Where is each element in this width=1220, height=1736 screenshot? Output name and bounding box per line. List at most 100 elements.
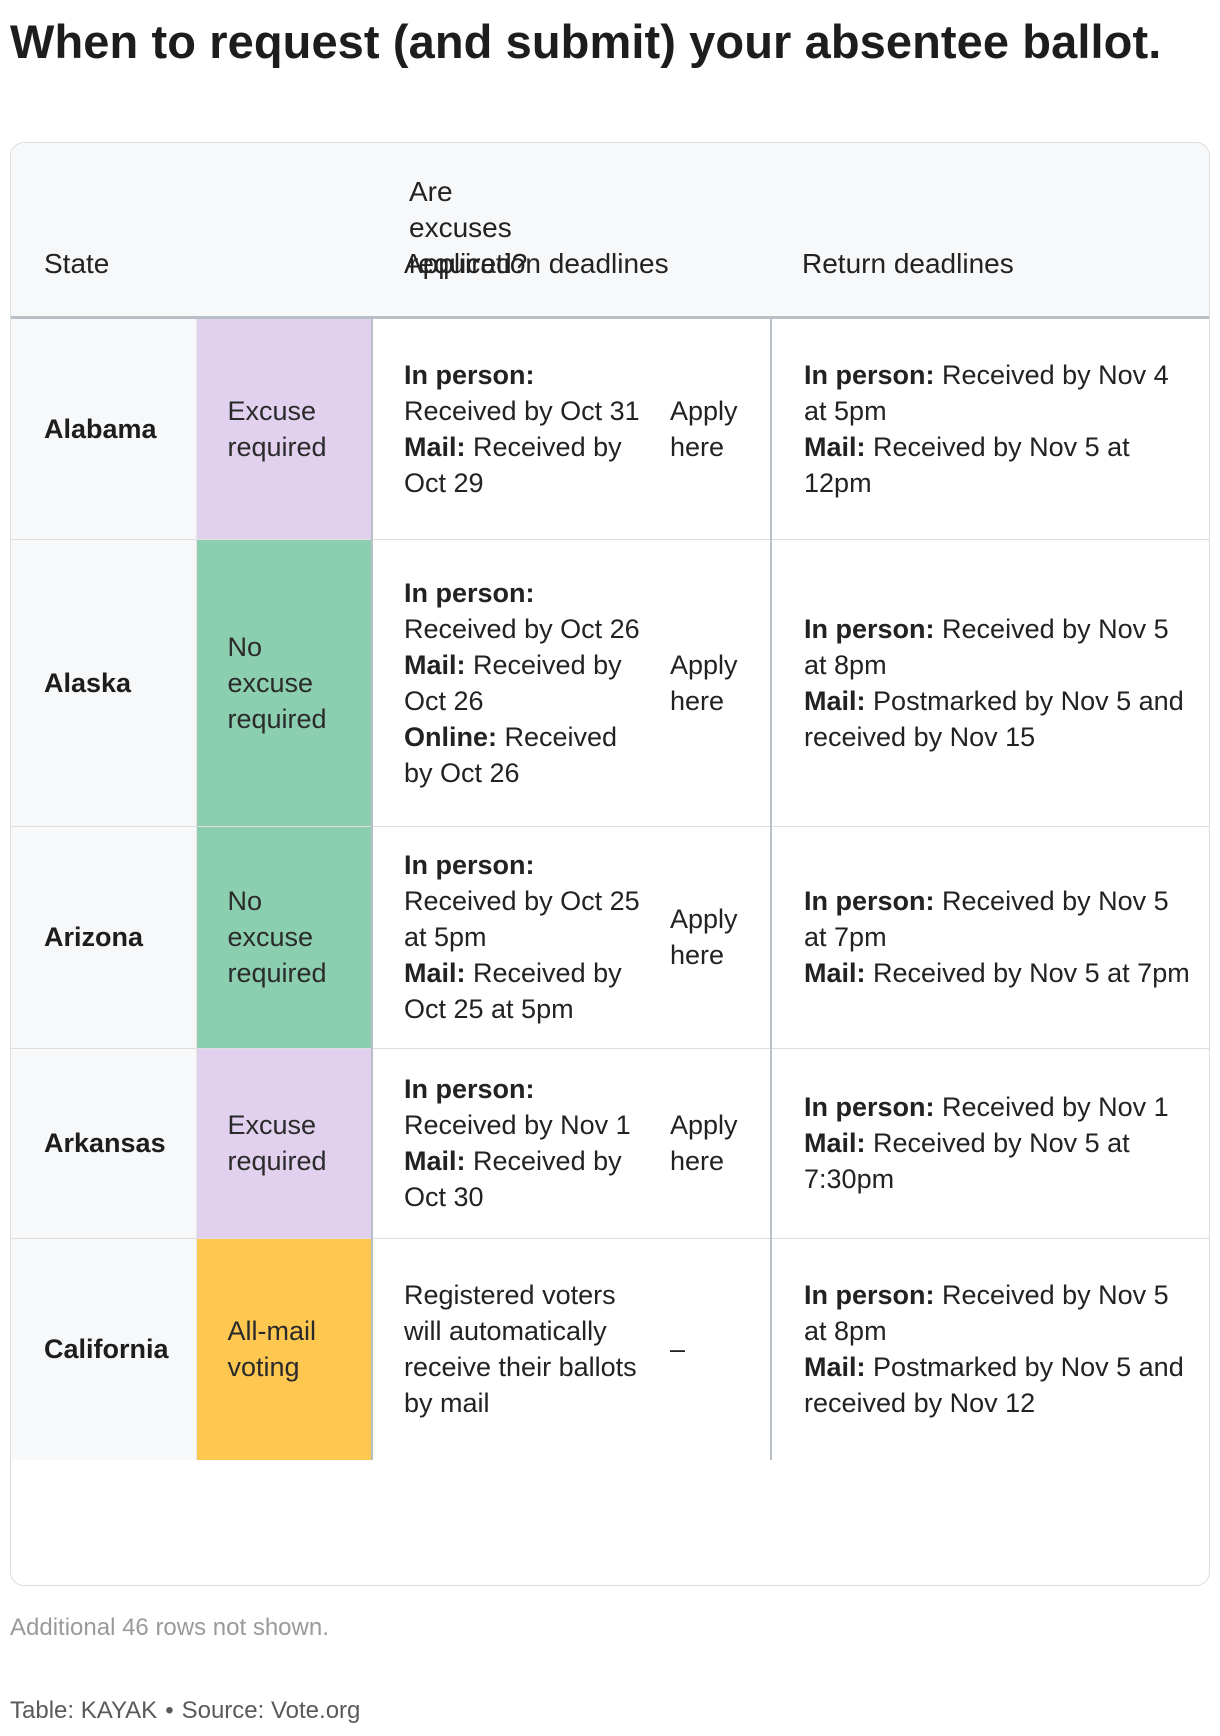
header-excuses-required: Are excuses required? [196, 143, 527, 319]
apply-link-label[interactable]: Apply here [670, 649, 738, 716]
cell-application-deadlines: In person: Received by Nov 1 Mail: Receiv… [371, 1048, 660, 1239]
deadline-text: Received by Oct 26 [404, 721, 618, 788]
table-row: Arkansas Excuse required In person: Receiv… [11, 1048, 1209, 1239]
apply-here-link[interactable]: Apply here [660, 826, 772, 1049]
deadline-method-label: In person: [404, 577, 535, 608]
return-deadline-entry: In person: Received by Nov 5 at 8pm [804, 611, 1191, 683]
deadline-text: Received by Nov 5 at 7pm [804, 886, 1169, 952]
deadline-text: Received by Oct 29 [404, 431, 622, 498]
deadline-text: Received by Nov 5 at 7:30pm [804, 1128, 1130, 1194]
excuse-status-label: Excuse required [227, 1110, 327, 1176]
header-state: State [11, 143, 196, 319]
deadline-text: Received by Oct 25 at 5pm [404, 958, 622, 1024]
application-deadline-entry: Registered voters will automatically rec… [404, 1277, 650, 1421]
deadline-text: Received by Oct 25 at 5pm [404, 886, 640, 952]
table-row: California All-mail voting Registered vote… [11, 1238, 1209, 1460]
deadline-text: Postmarked by Nov 5 and received by Nov … [804, 1352, 1184, 1419]
deadline-text: Received by Nov 5 at 12pm [804, 431, 1130, 498]
application-deadline-entry: In person: Received by Nov 1 [404, 1071, 650, 1143]
excuse-status-label: No excuse required [227, 886, 327, 988]
table-row: Arizona No excuse required In person: Rece… [11, 826, 1209, 1049]
cell-return-deadlines: In person: Received by Nov 4 at 5pm Mail:… [770, 317, 1209, 540]
cell-excuse-status: No excuse required [196, 826, 372, 1049]
deadline-method-label: In person: [804, 1092, 935, 1122]
cell-state: Alabama [11, 317, 197, 540]
deadline-text: Received by Nov 5 at 7pm [873, 958, 1190, 988]
deadline-method-label: In person: [404, 1074, 535, 1104]
apply-link-label: – [670, 1334, 686, 1365]
header-application-deadlines: Application deadlines [372, 143, 772, 319]
rows-not-shown-note: Additional 46 rows not shown. [10, 1614, 329, 1641]
return-deadline-entry: In person: Received by Nov 5 at 8pm [804, 1277, 1191, 1349]
cell-return-deadlines: In person: Received by Nov 5 at 7pm Mail:… [770, 826, 1209, 1049]
apply-link-label[interactable]: Apply here [670, 395, 738, 462]
deadline-text: Received by Oct 26 [404, 649, 622, 716]
no-application-link: – [660, 1238, 771, 1460]
return-deadline-entry: Mail: Received by Nov 5 at 7pm [804, 955, 1191, 991]
deadline-method-label: Mail: [804, 1128, 866, 1158]
return-deadline-entry: In person: Received by Nov 4 at 5pm [804, 357, 1191, 429]
cell-excuse-status: All-mail voting [196, 1238, 372, 1460]
deadline-text: Received by Nov 5 at 8pm [804, 613, 1169, 680]
cell-application-deadlines: In person: Received by Oct 31 Mail: Recei… [371, 317, 660, 540]
cell-state: Arizona [11, 826, 197, 1049]
deadline-method-label: In person: [804, 1280, 935, 1311]
application-deadline-entry: Mail: Received by Oct 26 [404, 647, 650, 719]
apply-here-link[interactable]: Apply here [660, 317, 772, 540]
application-deadline-entry: Online: Received by Oct 26 [404, 719, 650, 791]
cell-return-deadlines: In person: Received by Nov 5 at 8pm Mail:… [770, 539, 1209, 827]
deadline-text: Received by Nov 1 [942, 1092, 1169, 1122]
return-deadline-entry: In person: Received by Nov 5 at 7pm [804, 883, 1191, 955]
application-deadline-entry: Mail: Received by Oct 30 [404, 1143, 650, 1215]
deadline-text: Registered voters will automatically rec… [404, 1280, 637, 1419]
cell-application-deadlines: Registered voters will automatically rec… [371, 1238, 660, 1460]
table-row: Alaska No excuse required In person: Recei… [11, 539, 1209, 827]
deadline-method-label: Mail: [404, 958, 466, 988]
application-deadline-entry: Mail: Received by Oct 25 at 5pm [404, 955, 650, 1027]
apply-link-label[interactable]: Apply here [670, 904, 738, 970]
application-deadline-entry: In person: Received by Oct 26 [404, 575, 650, 647]
header-return-deadlines: Return deadlines [771, 143, 1209, 319]
deadline-text: Received by Nov 1 [404, 1110, 631, 1140]
cell-excuse-status: Excuse required [196, 1048, 372, 1239]
deadline-method-label: Mail: [404, 1146, 466, 1176]
page-title: When to request (and submit) your absent… [10, 15, 1162, 68]
deadline-text: Received by Nov 4 at 5pm [804, 359, 1169, 426]
apply-here-link[interactable]: Apply here [660, 1048, 772, 1239]
deadline-method-label: Mail: [804, 1352, 866, 1383]
apply-here-link[interactable]: Apply here [660, 539, 772, 827]
excuse-status-label: No excuse required [227, 631, 327, 734]
cell-return-deadlines: In person: Received by Nov 5 at 8pm Mail:… [770, 1238, 1209, 1460]
application-deadline-entry: In person: Received by Oct 25 at 5pm [404, 847, 650, 955]
cell-application-deadlines: In person: Received by Oct 26 Mail: Recei… [371, 539, 660, 827]
deadline-method-label: Mail: [804, 685, 866, 716]
application-deadline-entry: Mail: Received by Oct 29 [404, 429, 650, 501]
return-deadline-entry: Mail: Postmarked by Nov 5 and received b… [804, 683, 1191, 755]
table-body: Alabama Excuse required In person: Receive… [11, 317, 1209, 1460]
cell-excuse-status: No excuse required [196, 539, 372, 827]
deadline-text: Received by Oct 26 [404, 613, 640, 644]
excuse-status-label: All-mail voting [227, 1316, 317, 1383]
excuse-status-label: Excuse required [227, 395, 327, 462]
return-deadline-entry: In person: Received by Nov 1 [804, 1089, 1191, 1125]
deadline-text: Received by Nov 5 at 8pm [804, 1280, 1169, 1347]
application-deadline-entry: In person: Received by Oct 31 [404, 357, 650, 429]
deadline-method-label: Online: [404, 721, 497, 752]
credit-source: Source: Vote.org [181, 1697, 361, 1724]
cell-state: Alaska [11, 539, 197, 827]
deadline-method-label: In person: [404, 359, 535, 390]
apply-link-label[interactable]: Apply here [670, 1110, 738, 1176]
credit-separator: • [165, 1697, 174, 1724]
deadline-method-label: In person: [804, 613, 935, 644]
cell-application-deadlines: In person: Received by Oct 25 at 5pm Mail… [371, 826, 660, 1049]
deadline-text: Received by Oct 31 [404, 395, 640, 426]
credit-table: Table: KAYAK [10, 1697, 158, 1724]
deadline-method-label: In person: [804, 359, 935, 390]
cell-state: California [11, 1238, 197, 1460]
absentee-ballot-table: State Are excuses required? Application … [10, 142, 1210, 1586]
deadline-text: Received by Oct 30 [404, 1146, 622, 1212]
cell-state: Arkansas [11, 1048, 197, 1239]
table-header-row: State Are excuses required? Application … [11, 143, 1209, 319]
deadline-method-label: Mail: [804, 958, 866, 988]
cell-return-deadlines: In person: Received by Nov 1 Mail: Receiv… [770, 1048, 1209, 1239]
